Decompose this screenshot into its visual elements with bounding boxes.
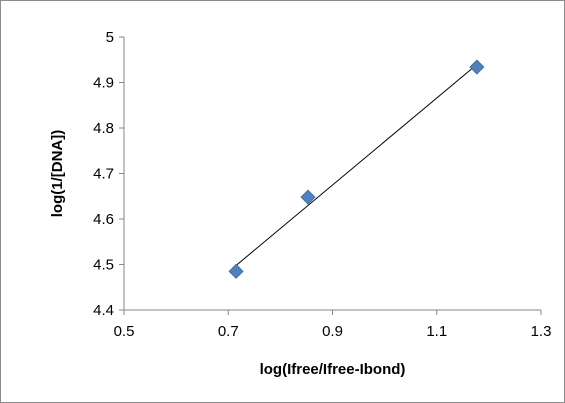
x-axis-title: log(Ifree/Ifree-Ibond) — [260, 361, 406, 378]
y-tick-label: 4.5 — [93, 257, 114, 274]
y-tick-label: 4.9 — [93, 75, 114, 92]
y-axis-title: log(1/[DNA]) — [49, 130, 66, 217]
x-tick-label: 0.5 — [114, 323, 135, 340]
tick-labels: 4.4 4.5 4.6 4.7 4.8 4.9 5 0.5 0.7 0.9 1.1 1.3 — [93, 29, 551, 340]
x-tick-label: 1.3 — [531, 323, 552, 340]
y-tick-label: 5 — [106, 29, 114, 46]
axes — [119, 36, 542, 315]
y-tick-label: 4.7 — [93, 166, 114, 183]
y-tick-label: 4.8 — [93, 120, 114, 137]
data-points — [228, 59, 485, 279]
data-point — [469, 59, 485, 75]
x-tick-label: 0.9 — [322, 323, 343, 340]
trendline-group — [235, 64, 478, 266]
data-point — [228, 263, 244, 279]
y-tick-label: 4.4 — [93, 302, 114, 319]
y-tick-label: 4.6 — [93, 211, 114, 228]
trendline — [235, 64, 478, 266]
data-point — [300, 189, 316, 205]
x-tick-label: 0.7 — [218, 323, 239, 340]
x-tick-label: 1.1 — [426, 323, 447, 340]
